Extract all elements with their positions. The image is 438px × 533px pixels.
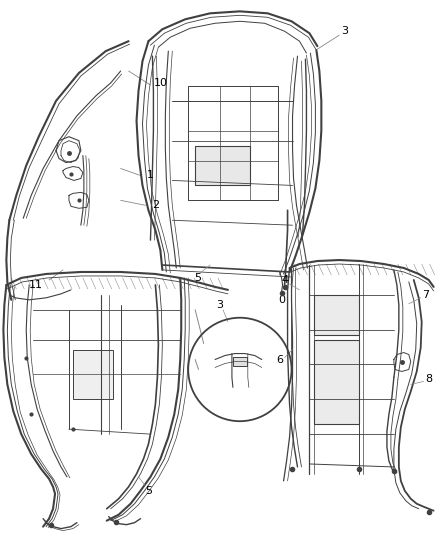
Text: 6: 6 (276, 354, 283, 365)
Bar (314, 295, 359, 335)
Bar (195, 146, 250, 185)
Bar (73, 350, 113, 399)
Text: 11: 11 (29, 280, 43, 290)
Text: 5: 5 (145, 486, 152, 496)
Text: 3: 3 (341, 26, 348, 36)
Text: 1: 1 (147, 171, 154, 181)
Text: 10: 10 (153, 78, 167, 88)
Text: 7: 7 (422, 290, 429, 300)
Text: 8: 8 (425, 374, 432, 384)
Text: 2: 2 (152, 200, 159, 211)
Text: 3: 3 (216, 300, 223, 310)
FancyBboxPatch shape (233, 357, 247, 367)
Text: 4: 4 (281, 275, 288, 285)
Text: 5: 5 (194, 273, 201, 283)
Bar (314, 340, 359, 424)
Text: 0: 0 (278, 295, 285, 305)
